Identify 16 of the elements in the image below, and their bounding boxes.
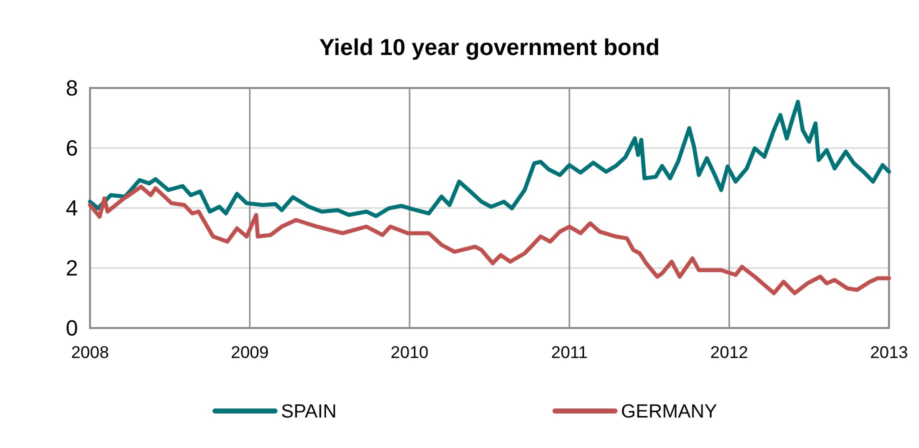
- y-tick-label: 2: [66, 256, 78, 281]
- x-tick-label: 2008: [71, 343, 109, 362]
- chart-title: Yield 10 year government bond: [319, 34, 660, 60]
- x-tick-label: 2010: [390, 343, 429, 362]
- x-tick-label: 2009: [230, 343, 269, 362]
- y-tick-label: 8: [66, 76, 78, 101]
- y-tick-label: 0: [66, 316, 78, 341]
- legend-label: SPAIN: [281, 402, 337, 423]
- y-tick-label: 4: [66, 196, 78, 221]
- y-tick-label: 6: [66, 136, 78, 161]
- x-tick-label: 2011: [551, 343, 588, 362]
- x-tick-label: 2012: [710, 343, 748, 362]
- line-series: [88, 100, 891, 218]
- x-tick-label: 2013: [870, 343, 908, 362]
- legend-label: GERMANY: [621, 402, 718, 423]
- line-series: [88, 184, 891, 296]
